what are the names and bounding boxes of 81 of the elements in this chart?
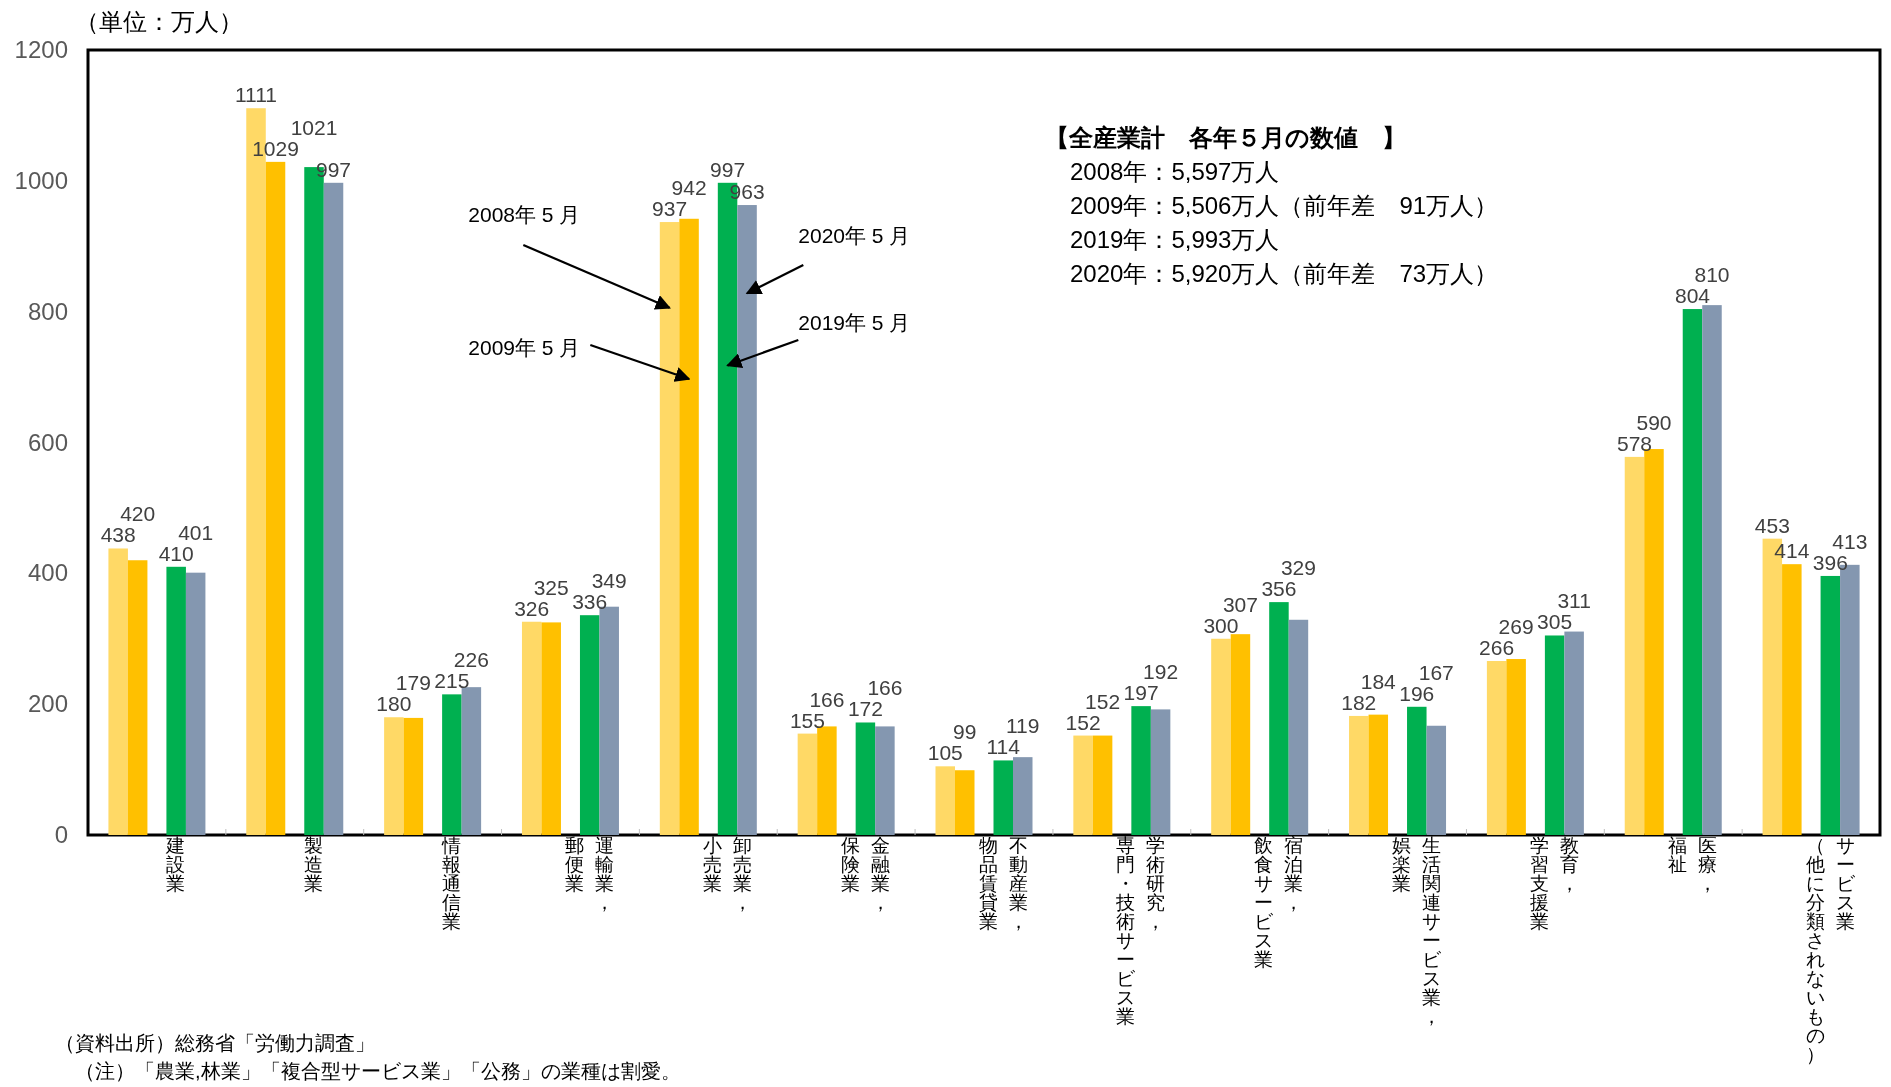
- text: 2008年 5 月: [468, 203, 581, 226]
- data-label: 578: [1616, 431, 1652, 455]
- data-label: 349: [591, 569, 627, 593]
- data-label: 396: [1812, 550, 1848, 574]
- x-tick-label: 生活関連サービス業，娯楽業: [1392, 834, 1443, 1027]
- data-label: 182: [1341, 690, 1377, 714]
- data-label: 438: [100, 523, 136, 547]
- text: （資料出所）総務省「労働力調査」: [55, 1031, 375, 1056]
- data-label: 167: [1418, 660, 1454, 684]
- data-label: 420: [120, 502, 156, 526]
- y-tick-label: 400: [27, 559, 68, 587]
- annotation: 2019年：5,993万人: [1070, 225, 1280, 255]
- y-tick-label: 0: [54, 821, 68, 848]
- data-label: 307: [1222, 592, 1258, 616]
- annotation: 2020年：5,920万人（前年差 73万人）: [1070, 259, 1499, 289]
- data-label: 99: [953, 720, 977, 744]
- data-label: 325: [533, 575, 569, 599]
- data-label: 269: [1498, 614, 1534, 638]
- x-tick-label: 不動産業，物品賃貸業: [978, 834, 1028, 932]
- data-label: 1111: [235, 83, 278, 107]
- annotation: 2009年：5,506万人（前年差 91万人）: [1070, 191, 1499, 221]
- x-tick-label: 情報通信業: [441, 834, 462, 932]
- text: （注）「農業,林業」「複合型サービス業」「公務」の業種は割愛。: [75, 1059, 681, 1084]
- x-tick-label: サービス業（他に分類されないもの）: [1805, 834, 1856, 1065]
- data-label: 810: [1694, 263, 1730, 287]
- data-label: 152: [1085, 689, 1121, 713]
- x-tick-label: 運輸業，郵便業: [564, 834, 614, 913]
- x-tick-label: 学術研究，専門・技術サービス業: [1115, 834, 1166, 1027]
- data-label: 305: [1537, 610, 1573, 634]
- x-tick-label: 製造業: [304, 834, 324, 894]
- data-label: 401: [178, 520, 214, 544]
- data-label: 192: [1143, 660, 1179, 684]
- data-label: 155: [789, 708, 825, 732]
- text: 2019年 5 月: [798, 311, 911, 334]
- data-label: 329: [1280, 556, 1316, 580]
- data-label: 804: [1674, 284, 1711, 308]
- data-label: 180: [376, 692, 412, 716]
- data-label: 300: [1203, 613, 1239, 637]
- data-label: 114: [986, 735, 1021, 759]
- data-label: 215: [434, 669, 470, 693]
- x-tick-label: 卸売業，小売業: [702, 834, 752, 913]
- data-label: 166: [867, 676, 903, 700]
- data-label: 197: [1123, 681, 1159, 705]
- data-label: 356: [1261, 577, 1297, 601]
- y-tick-label: 800: [27, 297, 68, 325]
- data-label: 152: [1065, 710, 1101, 734]
- x-tick-label: 医療，福祉: [1667, 834, 1717, 894]
- x-tick-label: 建設業: [165, 834, 186, 894]
- data-label: 179: [395, 671, 431, 695]
- data-label: 172: [847, 697, 883, 721]
- data-label: 105: [927, 741, 963, 765]
- data-label: 942: [671, 176, 707, 200]
- data-label: 166: [809, 687, 845, 711]
- annotation: 2008年：5,597万人: [1070, 157, 1280, 187]
- y-tick-label: 600: [27, 428, 68, 456]
- data-label: 590: [1636, 410, 1672, 434]
- data-label: 119: [1006, 714, 1040, 738]
- x-tick-label: 金融業，保険業: [840, 834, 890, 913]
- annotation: 【全産業計 各年５月の数値 】: [1045, 123, 1406, 153]
- data-label: 937: [652, 197, 688, 221]
- data-label: 336: [572, 590, 608, 614]
- y-tick-label: 1200: [14, 36, 68, 63]
- data-label: 997: [316, 157, 352, 181]
- data-label: 226: [453, 648, 489, 672]
- data-label: 266: [1479, 635, 1515, 659]
- data-label: 410: [158, 541, 194, 565]
- x-tick-label: 宿泊業，飲食サービス業: [1254, 834, 1304, 970]
- data-label: 453: [1754, 513, 1790, 537]
- data-label: 326: [514, 596, 550, 620]
- data-label: 1021: [290, 115, 338, 139]
- series-label: 2020年 5 月: [798, 224, 911, 247]
- data-label: 413: [1832, 529, 1868, 553]
- y-tick-label: 200: [27, 690, 68, 718]
- y-tick-label: 1000: [14, 166, 68, 194]
- data-label: 311: [1557, 589, 1591, 613]
- y-axis-title: （単位：万人）: [75, 7, 243, 37]
- data-label: 196: [1399, 681, 1435, 705]
- text: 2009年 5 月: [468, 336, 581, 359]
- x-tick-label: 教育，学習支援業: [1529, 834, 1579, 932]
- data-label: 997: [710, 157, 746, 181]
- data-label: 184: [1360, 669, 1397, 693]
